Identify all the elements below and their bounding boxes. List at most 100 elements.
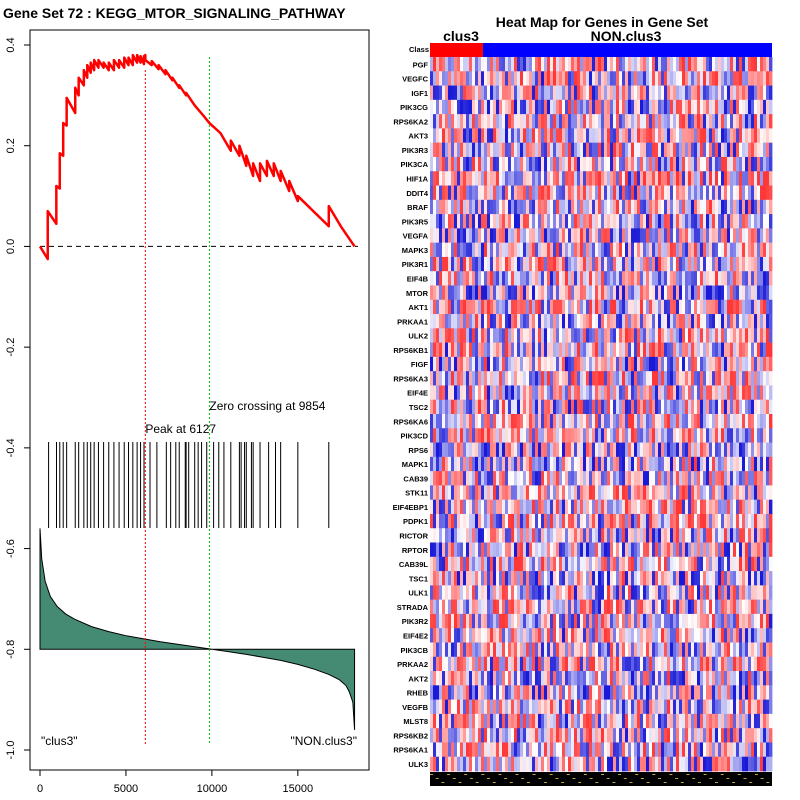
heat-cell bbox=[466, 656, 470, 672]
heat-cell bbox=[667, 556, 671, 572]
heat-cell bbox=[646, 599, 650, 615]
heat-cell bbox=[517, 471, 521, 486]
heat-cell bbox=[643, 456, 647, 472]
heat-cell bbox=[721, 156, 725, 172]
heat-cell bbox=[505, 185, 509, 201]
heatmap-title: Heat Map for Genes in Gene Set bbox=[496, 14, 709, 30]
heat-cell bbox=[523, 385, 527, 401]
heat-cell bbox=[541, 57, 545, 72]
heat-cell bbox=[739, 556, 743, 572]
heat-cell bbox=[637, 314, 641, 329]
heat-cell bbox=[487, 114, 491, 129]
heat-cell bbox=[430, 185, 434, 201]
heat-cell bbox=[544, 114, 548, 129]
heat-cell bbox=[736, 399, 740, 415]
heat-cell bbox=[715, 571, 719, 586]
heat-cell bbox=[697, 599, 701, 615]
heat-cell bbox=[583, 114, 587, 129]
heat-cell bbox=[511, 114, 515, 129]
heat-cell bbox=[589, 71, 593, 86]
heat-cell bbox=[553, 485, 557, 501]
heat-cell bbox=[616, 285, 620, 301]
heat-cell bbox=[709, 656, 713, 672]
heat-cell bbox=[451, 328, 455, 343]
heat-cell bbox=[556, 242, 560, 258]
heat-cell bbox=[613, 256, 617, 272]
heat-cell bbox=[571, 371, 575, 386]
heat-cell bbox=[601, 171, 605, 186]
heat-cell bbox=[586, 442, 590, 458]
heat-cell bbox=[679, 485, 683, 501]
heat-cell bbox=[625, 285, 629, 301]
heat-cell bbox=[595, 642, 599, 658]
heat-cell bbox=[709, 71, 713, 86]
heat-cell bbox=[721, 114, 725, 129]
heat-cell bbox=[712, 442, 716, 458]
heat-cell bbox=[721, 613, 725, 629]
heat-cell bbox=[766, 242, 770, 258]
heat-cell bbox=[520, 628, 524, 643]
heat-cell bbox=[619, 199, 623, 215]
heat-cell bbox=[517, 156, 521, 172]
heat-cell bbox=[631, 271, 635, 286]
heat-cell bbox=[472, 399, 476, 415]
heat-cell bbox=[625, 199, 629, 215]
heat-cell bbox=[511, 285, 515, 301]
heat-cell bbox=[634, 499, 638, 515]
heat-cell bbox=[607, 85, 611, 101]
heat-cell bbox=[745, 556, 749, 572]
heat-cell bbox=[451, 228, 455, 244]
heat-cell bbox=[514, 628, 518, 643]
heat-cell bbox=[673, 528, 677, 543]
heat-cell bbox=[724, 485, 728, 501]
heat-cell bbox=[646, 499, 650, 515]
heat-cell bbox=[733, 57, 737, 72]
heat-cell bbox=[670, 399, 674, 415]
heat-cell bbox=[652, 199, 656, 215]
heat-cell bbox=[493, 256, 497, 272]
heat-cell bbox=[733, 85, 737, 101]
heat-cell bbox=[616, 314, 620, 329]
heat-cell bbox=[553, 528, 557, 543]
heat-cell bbox=[508, 156, 512, 172]
heat-cell bbox=[754, 314, 758, 329]
heat-cell bbox=[748, 128, 752, 144]
heat-cell bbox=[709, 513, 713, 529]
heat-cell bbox=[757, 642, 761, 658]
heat-cell bbox=[682, 171, 686, 186]
heat-cell bbox=[646, 456, 650, 472]
heat-cell bbox=[706, 128, 710, 144]
heat-cell bbox=[745, 528, 749, 543]
heat-cell bbox=[769, 228, 773, 244]
heat-cell bbox=[580, 556, 584, 572]
heat-cell bbox=[460, 471, 464, 486]
heat-cell bbox=[751, 71, 755, 86]
heat-cell bbox=[619, 428, 623, 443]
heat-cell bbox=[481, 513, 485, 529]
heat-cell bbox=[466, 399, 470, 415]
heat-cell bbox=[487, 656, 491, 672]
heat-cell bbox=[583, 456, 587, 472]
heat-cell bbox=[706, 85, 710, 101]
heat-cell bbox=[601, 142, 605, 158]
heat-cell bbox=[679, 571, 683, 586]
heat-cell bbox=[508, 542, 512, 558]
heat-cell bbox=[574, 242, 578, 258]
heat-cell bbox=[466, 85, 470, 101]
heat-cell bbox=[703, 628, 707, 643]
heat-cell bbox=[454, 528, 458, 543]
heat-cell bbox=[661, 528, 665, 543]
heat-cell bbox=[541, 99, 545, 115]
heat-cell bbox=[610, 99, 614, 115]
heat-cell bbox=[730, 214, 734, 229]
heat-cell bbox=[610, 356, 614, 372]
heat-cell bbox=[586, 185, 590, 201]
heat-cell bbox=[709, 114, 713, 129]
heat-cell bbox=[700, 128, 704, 144]
heat-cell bbox=[586, 342, 590, 358]
heat-cell bbox=[697, 314, 701, 329]
heat-cell bbox=[712, 314, 716, 329]
heat-cell bbox=[619, 456, 623, 472]
heat-cell bbox=[433, 85, 437, 101]
heat-cell bbox=[430, 199, 434, 215]
